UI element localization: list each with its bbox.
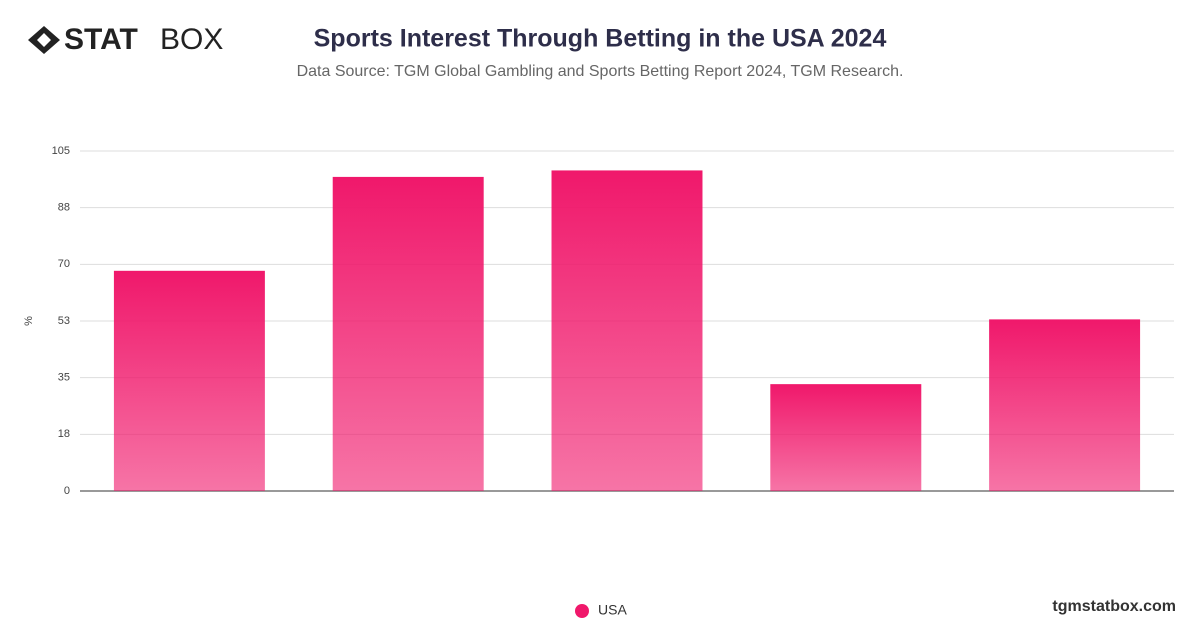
y-tick-label: 88 bbox=[58, 202, 70, 214]
y-tick-label: 35 bbox=[58, 372, 70, 384]
y-tick-label: 18 bbox=[58, 428, 70, 440]
logo: STAT BOX bbox=[28, 23, 223, 56]
chart-subtitle: Data Source: TGM Global Gambling and Spo… bbox=[297, 63, 904, 80]
bar bbox=[551, 170, 703, 491]
bar bbox=[770, 384, 922, 491]
y-axis-label: % bbox=[23, 316, 35, 326]
y-tick-label: 0 bbox=[64, 485, 70, 497]
y-tick-label: 70 bbox=[58, 258, 70, 270]
logo-icon bbox=[28, 26, 60, 54]
logo-bold: STAT bbox=[64, 23, 138, 56]
legend-label: USA bbox=[598, 602, 627, 618]
y-tick-label: 53 bbox=[58, 315, 70, 327]
bar bbox=[989, 319, 1141, 491]
bar bbox=[332, 176, 484, 491]
footer: tgmstatbox.com bbox=[1052, 598, 1176, 615]
legend-swatch bbox=[575, 604, 589, 618]
y-tick-label: 105 bbox=[52, 145, 70, 157]
chart-title: Sports Interest Through Betting in the U… bbox=[314, 25, 887, 53]
bar bbox=[113, 270, 265, 491]
logo-regular: BOX bbox=[160, 23, 223, 56]
